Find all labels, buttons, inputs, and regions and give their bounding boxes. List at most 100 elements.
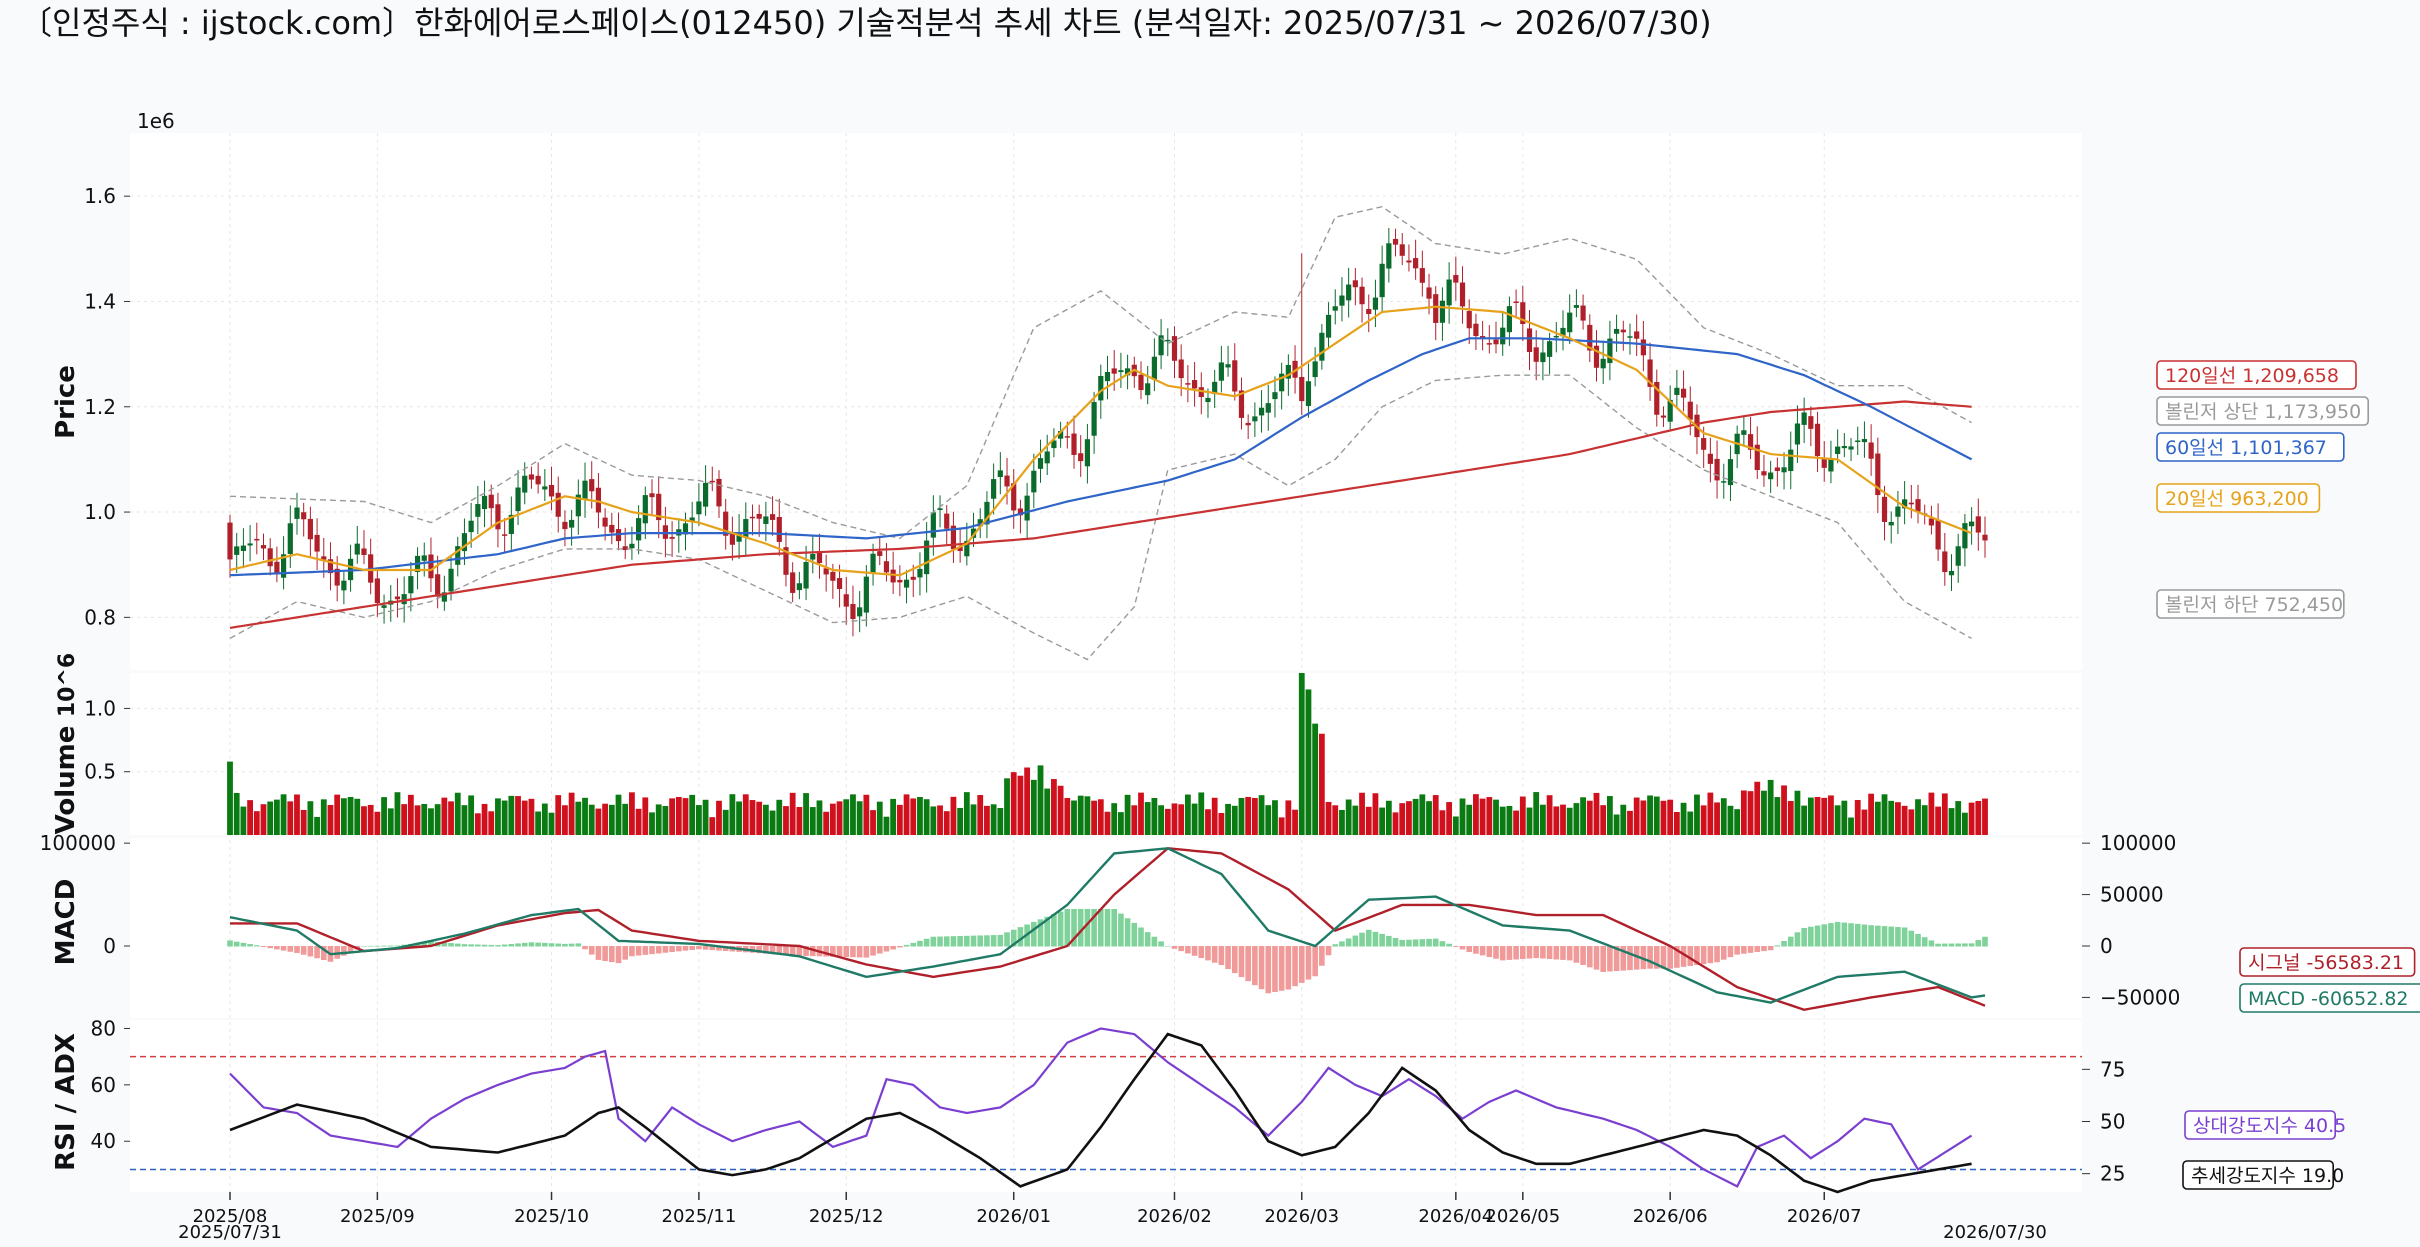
macd-histogram-bar: [1613, 946, 1620, 972]
volume-bar: [1627, 810, 1633, 835]
candle-body: [515, 487, 521, 512]
macd-histogram-bar: [1064, 908, 1071, 947]
volume-bar: [649, 812, 655, 835]
volume-bar: [381, 797, 387, 835]
volume-bar: [233, 792, 240, 835]
legend-label-box: [2239, 947, 2416, 977]
macd-histogram-bar: [843, 946, 850, 958]
volume-bar: [1231, 805, 1238, 835]
x-tick-label: 2026/03: [1264, 1206, 1339, 1227]
ma60-line: [229, 337, 1973, 577]
macd-histogram-bar: [662, 946, 669, 953]
macd-histogram-bar: [1298, 946, 1305, 983]
candle-body: [1567, 312, 1573, 333]
candle-body: [890, 569, 896, 583]
macd-histogram-bar: [669, 946, 675, 953]
volume-bar: [1124, 794, 1131, 835]
macd-histogram-bar: [1466, 946, 1473, 953]
candle-body: [984, 501, 990, 525]
macd-histogram-bar: [1432, 938, 1439, 947]
candle-body: [1506, 306, 1513, 333]
volume-bar: [273, 799, 280, 835]
candle-body: [1466, 311, 1472, 329]
volume-bar: [662, 806, 669, 835]
macd-histogram-bar: [475, 944, 481, 947]
volume-bar: [454, 792, 461, 835]
price-multiplier-label: 1e6: [137, 109, 175, 133]
candle-body: [528, 474, 535, 480]
candle-body: [1982, 534, 1988, 541]
macd-histogram-bar: [1479, 946, 1486, 956]
macd-histogram-bar: [1714, 946, 1720, 963]
volume-bar: [1184, 794, 1191, 835]
candle-body: [702, 482, 709, 507]
macd-histogram-bar: [1285, 946, 1292, 990]
volume-bar: [977, 795, 984, 835]
macd-histogram-bar: [803, 946, 809, 956]
volume-bar: [796, 806, 803, 835]
volume-bar: [468, 795, 475, 835]
volume-bar: [407, 794, 414, 835]
volume-bar: [461, 805, 468, 835]
macd-histogram-bar: [649, 946, 655, 955]
volume-bar: [1104, 811, 1111, 835]
volume-bar: [803, 793, 809, 835]
legend-label-adx: 추세강도지수 19.0: [2191, 1165, 2344, 1187]
macd-histogram-bar: [1004, 932, 1010, 947]
volume-bar: [716, 800, 722, 835]
volume-bar: [1861, 809, 1868, 835]
candle-body: [301, 512, 307, 520]
candle-body: [649, 493, 655, 498]
candle-body: [1540, 352, 1546, 363]
volume-bar: [1372, 793, 1379, 835]
candle-body: [870, 553, 876, 574]
volume-bar: [809, 807, 816, 835]
candle-body: [1607, 338, 1613, 364]
candle-body: [1546, 341, 1553, 357]
macd-histogram-bar: [495, 945, 501, 947]
candle-body: [1948, 570, 1955, 576]
macd-histogram-bar: [1694, 946, 1700, 966]
candle-body: [1446, 279, 1452, 306]
candle-body: [1654, 381, 1660, 415]
macd-histogram-bar: [1493, 946, 1499, 959]
macd-histogram-bar: [1808, 926, 1814, 947]
volume-bar: [1962, 812, 1968, 835]
volume-bar: [1834, 805, 1841, 835]
volume-bar: [1024, 767, 1031, 835]
macd-histogram-bar: [227, 940, 233, 947]
candle-body: [428, 554, 434, 579]
volume-bar: [294, 794, 300, 835]
bollinger-upper-line: [229, 205, 1972, 540]
volume-bar: [1620, 804, 1627, 835]
candle-body: [1660, 415, 1667, 418]
candle-body: [709, 480, 715, 483]
volume-bar: [1452, 816, 1459, 835]
candle-body: [729, 533, 735, 545]
candle-body: [950, 525, 957, 550]
macd-histogram-bar: [796, 946, 803, 956]
macd-histogram-bar: [334, 946, 340, 959]
candle-body: [1895, 506, 1901, 517]
macd-histogram-bar: [535, 942, 541, 947]
macd-histogram-bar: [341, 946, 347, 956]
candle-body: [769, 514, 776, 520]
candle-body: [1848, 446, 1854, 450]
volume-bar: [1332, 805, 1339, 835]
candle-body: [743, 519, 749, 538]
candle-body: [997, 470, 1003, 478]
candle-body: [1238, 390, 1245, 418]
candle-body: [1868, 442, 1874, 459]
candle-body: [1439, 300, 1446, 323]
candle-body: [1908, 502, 1914, 505]
volume-bar: [1895, 802, 1901, 835]
volume-bar: [923, 799, 930, 835]
volume-bar: [890, 798, 897, 835]
volume-bar: [749, 800, 756, 835]
volume-bar: [1178, 804, 1185, 835]
volume-bar: [1593, 792, 1600, 835]
x-tick-label: 2025/11: [662, 1206, 737, 1227]
volume-bar: [1573, 803, 1580, 835]
volume-bar: [1687, 811, 1694, 835]
price-y-tick-label: 1.2: [84, 395, 116, 419]
